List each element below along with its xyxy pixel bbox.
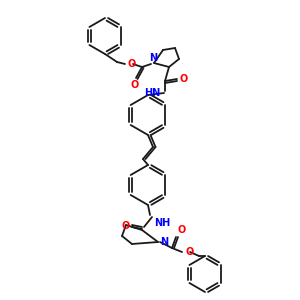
Text: NH: NH (154, 218, 170, 228)
Text: O: O (131, 80, 139, 90)
Text: HN: HN (144, 88, 160, 98)
Text: O: O (185, 247, 193, 257)
Text: O: O (179, 74, 187, 84)
Text: O: O (128, 59, 136, 69)
Text: O: O (122, 221, 130, 231)
Text: N: N (149, 53, 157, 63)
Text: N: N (160, 237, 168, 247)
Text: O: O (177, 225, 185, 235)
